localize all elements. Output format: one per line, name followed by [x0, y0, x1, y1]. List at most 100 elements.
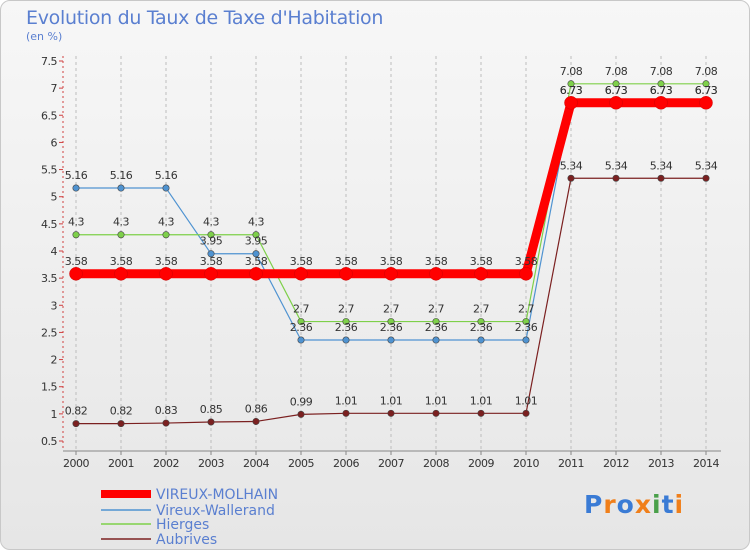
data-point [699, 96, 713, 110]
x-tick-label: 2005 [288, 457, 314, 470]
data-point [294, 267, 308, 281]
data-point [342, 336, 350, 344]
data-label: 6.73 [695, 84, 718, 97]
data-label: 2.36 [335, 321, 358, 334]
data-point [342, 409, 350, 417]
data-label: 3.95 [200, 235, 223, 248]
x-tick-label: 2013 [648, 457, 674, 470]
data-label: 3.58 [425, 255, 448, 268]
data-point [162, 184, 170, 192]
data-label: 6.73 [560, 84, 583, 97]
data-point [72, 231, 80, 239]
data-label: 2.7 [518, 303, 534, 316]
x-tick-label: 2010 [513, 457, 539, 470]
chart-title: Evolution du Taux de Taxe d'Habitation [26, 7, 384, 29]
logo-letter: i [652, 490, 662, 519]
data-point [564, 96, 578, 110]
proxiti-logo: Proxiti [584, 490, 684, 519]
data-point [252, 231, 260, 239]
data-point [297, 410, 305, 418]
logo-letter: i [674, 490, 685, 519]
x-tick-label: 2014 [693, 457, 719, 470]
data-label: 1.01 [425, 394, 448, 407]
data-label: 3.58 [200, 255, 223, 268]
data-label: 7.08 [605, 65, 628, 78]
x-tick-label: 2000 [63, 457, 89, 470]
y-tick-label: 4 [51, 245, 58, 258]
data-point [162, 419, 170, 427]
data-label: 2.7 [338, 303, 354, 316]
y-tick-label: 6.5 [41, 109, 57, 122]
data-label: 0.82 [65, 405, 88, 418]
data-point [162, 231, 170, 239]
data-label: 3.58 [110, 255, 133, 268]
data-point [432, 336, 440, 344]
data-label: 2.7 [473, 303, 489, 316]
data-point [654, 96, 668, 110]
data-point [387, 409, 395, 417]
data-point [117, 420, 125, 428]
data-point [612, 174, 620, 182]
data-point [429, 267, 443, 281]
data-point [567, 174, 575, 182]
data-point [657, 80, 665, 88]
x-tick-label: 2011 [558, 457, 584, 470]
x-tick-label: 2012 [603, 457, 629, 470]
data-label: 3.95 [245, 235, 268, 248]
data-label: 4.3 [248, 216, 264, 229]
data-label: 2.36 [470, 321, 493, 334]
data-label: 1.01 [515, 394, 538, 407]
y-tick-label: 2 [51, 354, 58, 367]
data-point [72, 184, 80, 192]
data-label: 5.34 [695, 159, 718, 172]
data-point [387, 318, 395, 326]
data-label: 0.82 [110, 405, 133, 418]
data-label: 2.36 [515, 321, 538, 334]
data-point [522, 336, 530, 344]
x-tick-label: 2008 [423, 457, 449, 470]
legend-label: Aubrives [156, 532, 217, 548]
data-label: 6.73 [695, 84, 718, 97]
data-point [159, 267, 173, 281]
data-point [252, 250, 260, 258]
data-label: 1.01 [335, 394, 358, 407]
data-point [207, 231, 215, 239]
data-label: 0.83 [155, 404, 178, 417]
data-point [522, 318, 530, 326]
chart-subtitle: (en %) [26, 30, 63, 43]
data-point [477, 318, 485, 326]
x-tick-label: 2009 [468, 457, 494, 470]
data-point [207, 250, 215, 258]
x-tick-label: 2006 [333, 457, 359, 470]
data-label: 4.3 [113, 216, 129, 229]
logo-letter: o [616, 490, 635, 519]
y-tick-label: 1.5 [41, 381, 57, 394]
data-point [339, 267, 353, 281]
data-label: 5.16 [110, 169, 133, 182]
data-point [432, 409, 440, 417]
data-point [432, 318, 440, 326]
data-point [612, 80, 620, 88]
data-label: 7.08 [695, 65, 718, 78]
y-tick-label: 1 [51, 408, 58, 421]
y-tick-label: 3.5 [41, 272, 57, 285]
data-label: 7.08 [650, 65, 673, 78]
data-label: 0.99 [290, 395, 313, 408]
data-label: 2.36 [380, 321, 403, 334]
y-tick-label: 5.5 [41, 164, 57, 177]
y-tick-label: 7 [51, 82, 58, 95]
data-label: 6.73 [605, 84, 628, 97]
data-label: 4.3 [68, 216, 84, 229]
y-tick-label: 7.5 [41, 55, 57, 68]
y-tick-label: 4.5 [41, 218, 57, 231]
data-label: 6.73 [650, 84, 673, 97]
data-point [477, 409, 485, 417]
data-label: 3.58 [290, 255, 313, 268]
data-label: 3.58 [245, 255, 268, 268]
data-label: 4.3 [158, 216, 174, 229]
data-label: 5.34 [560, 159, 583, 172]
data-label: 4.3 [203, 216, 219, 229]
data-point [207, 418, 215, 426]
